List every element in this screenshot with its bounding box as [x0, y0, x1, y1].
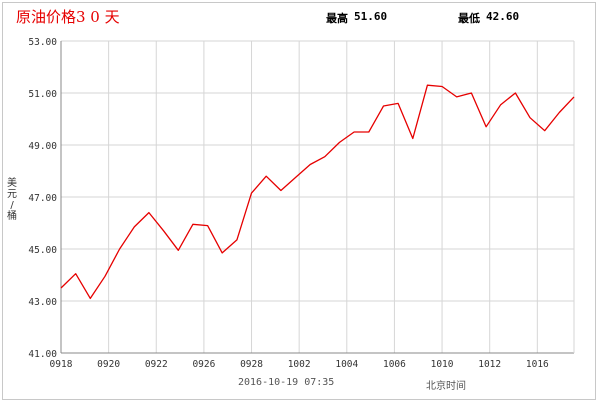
chart-title: 原油价格3 0 天: [16, 8, 120, 26]
x-tick-label: 1010: [431, 359, 454, 370]
update-timestamp: 2016-10-19 07:35: [238, 377, 335, 388]
y-tick-label: 43.00: [28, 297, 57, 308]
chart-frame: [2, 2, 596, 400]
y-tick-label: 51.00: [28, 89, 57, 100]
price-series-line: [60, 84, 575, 300]
x-tick-label: 1002: [288, 359, 311, 370]
x-tick-label: 1012: [478, 359, 501, 370]
y-tick-label: 45.00: [28, 245, 57, 256]
x-tick-label: 1004: [335, 359, 358, 370]
x-tick-label: 0920: [97, 359, 120, 370]
y-axis-label-char: 桶: [7, 211, 17, 222]
y-axis-label-char: /: [10, 200, 14, 211]
y-tick-label: 53.00: [28, 37, 57, 48]
y-tick-label: 41.00: [28, 349, 57, 360]
x-tick-label: 0918: [50, 359, 73, 370]
max-value: 51.60: [354, 10, 388, 23]
min-label: 最低: [458, 12, 480, 25]
y-axis-label-char: 元: [7, 189, 17, 200]
x-tick-label: 0922: [145, 359, 168, 370]
max-label: 最高: [326, 12, 348, 25]
x-tick-label: 1006: [383, 359, 406, 370]
x-tick-label: 0928: [240, 359, 263, 370]
y-axis-label: 美元 / 桶: [6, 178, 18, 222]
x-tick-label: 0926: [192, 359, 215, 370]
x-tick-label: 1016: [526, 359, 549, 370]
timezone-label: 北京时间: [426, 381, 466, 392]
min-value: 42.60: [486, 10, 520, 23]
y-axis-label-char: 美: [7, 178, 17, 189]
y-tick-label: 47.00: [28, 193, 57, 204]
y-tick-label: 49.00: [28, 141, 57, 152]
